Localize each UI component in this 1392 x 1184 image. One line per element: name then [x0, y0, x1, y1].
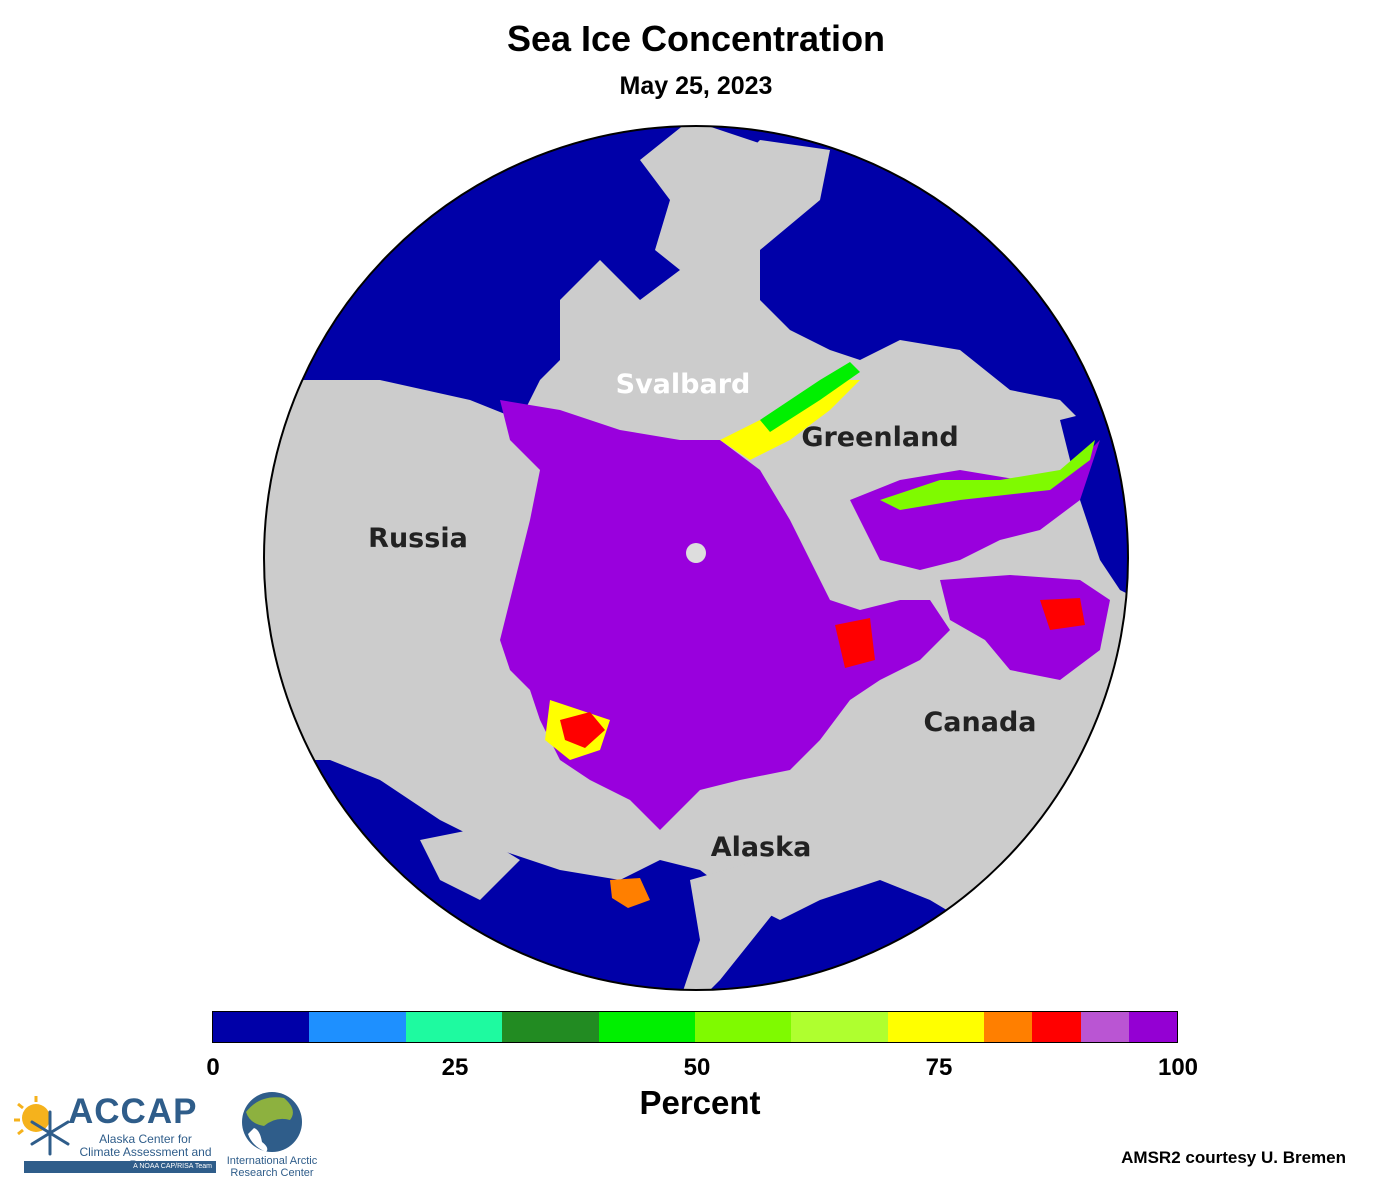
data-credit: AMSR2 courtesy U. Bremen: [1121, 1148, 1346, 1167]
colorbar-tick-100: 100: [1157, 1054, 1199, 1081]
colorbar-bin-10: [1080, 1012, 1129, 1042]
label-canada: Canada: [923, 707, 1036, 738]
hudson-red-ice: [1040, 598, 1085, 630]
baffin-marginal-ice: [880, 440, 1095, 510]
page-title: Sea Ice Concentration: [506, 18, 886, 59]
archipelago-red-ice: [835, 618, 875, 668]
colorbar-tick-50: 50: [683, 1054, 711, 1081]
colorbar-tick-75: 75: [925, 1054, 953, 1081]
colorbar-tick-0: 0: [206, 1054, 220, 1081]
colorbar: [212, 1011, 1178, 1043]
colorbar-tick-25: 25: [441, 1054, 469, 1081]
colorbar-bin-11: [1128, 1012, 1177, 1042]
colorbar-bin-1: [309, 1012, 406, 1042]
snowflake-icon: [30, 1110, 70, 1156]
colorbar-bin-5: [694, 1012, 792, 1042]
bering-sea-ice-patch: [610, 878, 650, 908]
kamchatka-land: [420, 830, 520, 900]
label-greenland: Greenland: [801, 422, 958, 453]
accap-logo-band: A NOAA CAP/RISA Team: [24, 1161, 216, 1173]
archipelago-ice: [850, 440, 1100, 570]
colorbar-bin-0: [213, 1012, 310, 1042]
map-border: [263, 125, 1129, 991]
atlantic-ocean: [300, 126, 1128, 440]
fram-strait-green-edge: [760, 362, 860, 432]
colorbar-bin-3: [502, 1012, 599, 1042]
label-russia: Russia: [368, 523, 468, 554]
fram-strait-marginal-ice: [720, 380, 860, 460]
colorbar-bin-8: [984, 1012, 1033, 1042]
iarc-logo-name: International Arctic Research Center: [226, 1155, 318, 1179]
colorbar-title: Percent: [639, 1084, 761, 1121]
bering-red-ice: [560, 712, 605, 748]
date-subtitle: May 25, 2023: [619, 72, 773, 100]
label-alaska: Alaska: [711, 832, 812, 863]
colorbar-bin-2: [405, 1012, 503, 1042]
sea-ice-map: Svalbard Greenland Russia Canada Alaska: [263, 125, 1129, 991]
sun-icon: [14, 1096, 50, 1136]
iarc-globe-icon: [242, 1092, 302, 1152]
colorbar-bin-6: [791, 1012, 888, 1042]
label-svalbard: Svalbard: [616, 369, 751, 400]
accap-logo: [14, 1096, 70, 1156]
pole-hole: [686, 543, 706, 563]
arctic-ice-pack: [500, 400, 950, 830]
alaska-peninsula: [680, 860, 800, 990]
accap-logo-name: ACCAP: [68, 1092, 198, 1131]
scandinavia-land: [640, 126, 780, 270]
colorbar-bin-9: [1032, 1012, 1081, 1042]
colorbar-bin-4: [598, 1012, 695, 1042]
colorbar-bin-7: [887, 1012, 985, 1042]
